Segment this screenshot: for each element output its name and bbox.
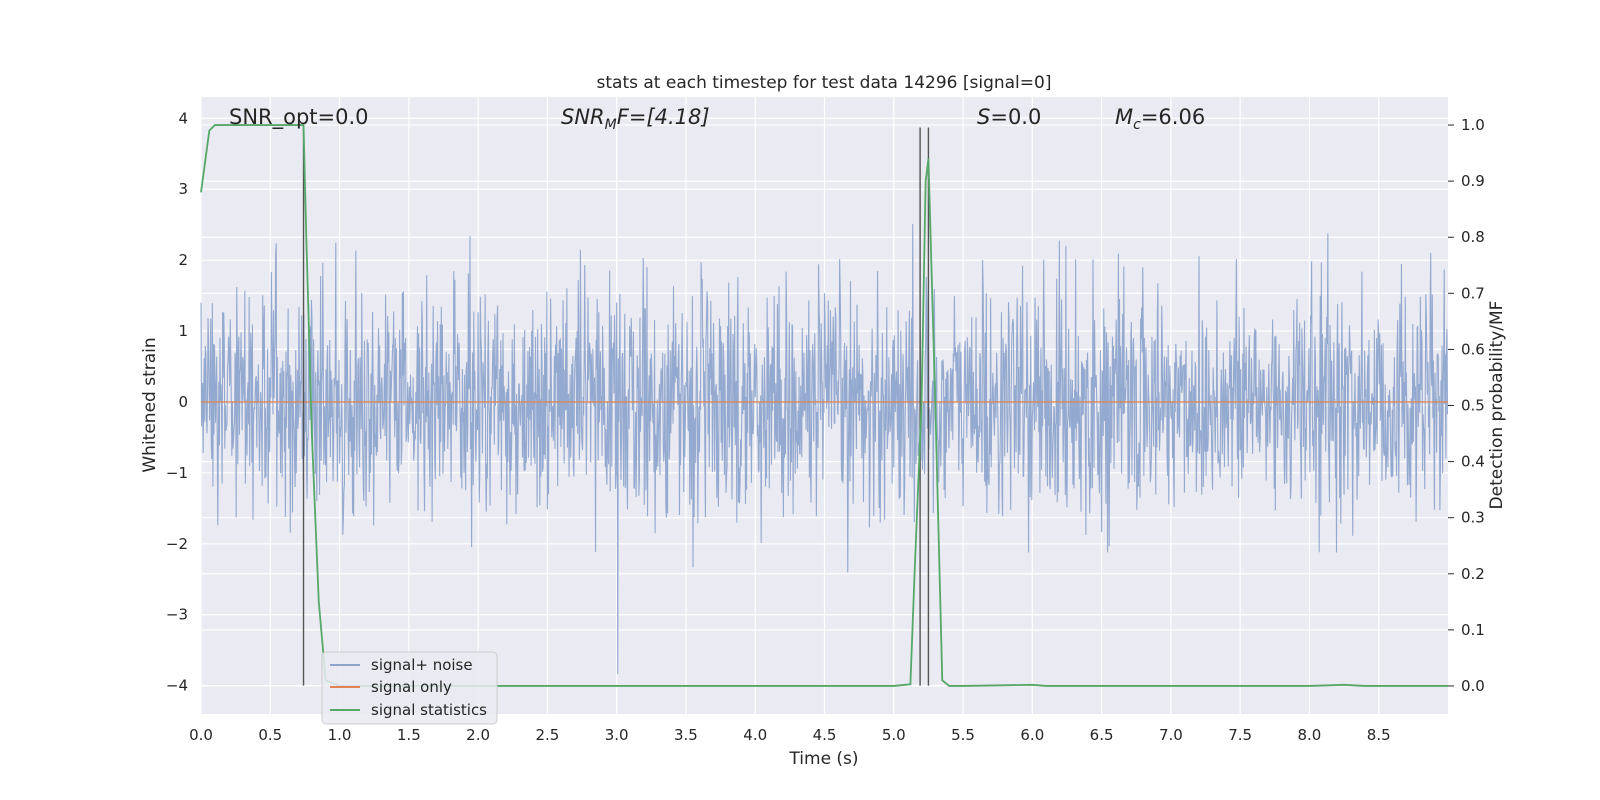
y-right-tick-label: 0.6 bbox=[1461, 340, 1485, 358]
x-tick-labels: 0.0 0.5 1.0 1.5 2.0 2.5 3.0 3.5 4.0 4.5 5.0 5.5 6.0 6… bbox=[189, 726, 1391, 744]
y-right-tick-label: 0.8 bbox=[1461, 228, 1485, 246]
signal-plus-noise-series bbox=[200, 223, 1449, 675]
x-tick-label: 5.0 bbox=[882, 726, 906, 744]
annotation-snr-mf-rest: F=[4.18] bbox=[617, 105, 710, 129]
y-right-tick-label: 0.2 bbox=[1461, 565, 1485, 583]
annotation-mc-rest: =6.06 bbox=[1141, 105, 1205, 129]
y-right-tick-label: 0.1 bbox=[1461, 621, 1485, 639]
signal-plus-noise-line bbox=[200, 223, 1449, 675]
vertical-marker-lines bbox=[302, 127, 930, 686]
x-tick-label: 7.5 bbox=[1228, 726, 1252, 744]
y-left-tick-label: −2 bbox=[166, 535, 188, 553]
legend-box bbox=[321, 651, 498, 725]
signal-statistics-line bbox=[200, 124, 1448, 687]
x-tick-label: 3.0 bbox=[605, 726, 629, 744]
legend-label-stat: signal statistics bbox=[371, 701, 487, 719]
x-tick-label: 4.0 bbox=[743, 726, 767, 744]
annotation-snr-mf: SNRMF=[4.18] bbox=[561, 105, 710, 133]
legend: signal+ noise signal only signal statist… bbox=[321, 651, 498, 725]
x-tick-label: 6.0 bbox=[1020, 726, 1044, 744]
y-right-axis-label: Detection probability/MF bbox=[1487, 301, 1507, 510]
annotation-mc-sub: c bbox=[1133, 117, 1141, 133]
annotation-snr-opt: SNR_opt=0.0 bbox=[229, 105, 369, 130]
y-left-tick-label: −1 bbox=[166, 464, 188, 482]
chart-title: stats at each timestep for test data 142… bbox=[597, 73, 1052, 93]
annotation-s-main: S bbox=[977, 105, 990, 129]
y-left-tick-label: 2 bbox=[178, 251, 188, 269]
x-tick-label: 2.0 bbox=[466, 726, 490, 744]
y-right-tick-label: 0.9 bbox=[1461, 172, 1485, 190]
y-left-tick-label: 1 bbox=[178, 322, 188, 340]
annotation-snr-mf-sub: M bbox=[605, 117, 617, 133]
y-left-axis-label: Whitened strain bbox=[140, 337, 160, 472]
y-right-tick-label: 0.3 bbox=[1461, 509, 1485, 527]
x-tick-label: 1.0 bbox=[328, 726, 352, 744]
y-left-tick-label: −4 bbox=[166, 677, 188, 695]
x-tick-label: 4.5 bbox=[813, 726, 837, 744]
legend-label-noise: signal+ noise bbox=[371, 656, 473, 674]
x-tick-label: 3.5 bbox=[674, 726, 698, 744]
y-left-tick-label: 0 bbox=[178, 393, 188, 411]
annotation-mc: Mc=6.06 bbox=[1115, 105, 1205, 133]
x-tick-label: 1.5 bbox=[397, 726, 421, 744]
y-right-tick-label: 0.7 bbox=[1461, 284, 1485, 302]
y-right-tick-label: 0.4 bbox=[1461, 453, 1485, 471]
signal-statistics-series bbox=[200, 124, 1448, 687]
x-axis-label: Time (s) bbox=[788, 749, 858, 769]
x-tick-label: 8.5 bbox=[1367, 726, 1391, 744]
x-tick-label: 0.0 bbox=[189, 726, 213, 744]
annotation-s: S=0.0 bbox=[977, 105, 1041, 129]
x-tick-label: 7.0 bbox=[1159, 726, 1183, 744]
x-tick-label: 2.5 bbox=[535, 726, 559, 744]
y-right-tick-label: 0.5 bbox=[1461, 397, 1485, 415]
y-right-tick-label: 1.0 bbox=[1461, 116, 1485, 134]
annotation-mc-main: M bbox=[1115, 105, 1133, 129]
y-left-tick-label: 4 bbox=[178, 109, 188, 127]
y-left-tick-label: 3 bbox=[178, 180, 188, 198]
y-left-tick-labels: 4 3 2 1 0 −1 −2 −3 −4 bbox=[166, 109, 188, 694]
legend-label-signal: signal only bbox=[371, 678, 452, 696]
y-right-tick-label: 0.0 bbox=[1461, 677, 1485, 695]
x-tick-label: 0.5 bbox=[258, 726, 282, 744]
annotation-snr-mf-main: SNR bbox=[561, 105, 605, 129]
y-right-tick-labels: 1.0 0.9 0.8 0.7 0.6 0.5 0.4 0.3 0.2 0.1 0.0 bbox=[1448, 116, 1485, 695]
x-tick-label: 6.5 bbox=[1090, 726, 1114, 744]
annotation-s-rest: =0.0 bbox=[990, 105, 1041, 129]
x-tick-label: 5.5 bbox=[951, 726, 975, 744]
y-left-tick-label: −3 bbox=[166, 606, 188, 624]
x-tick-label: 8.0 bbox=[1298, 726, 1322, 744]
